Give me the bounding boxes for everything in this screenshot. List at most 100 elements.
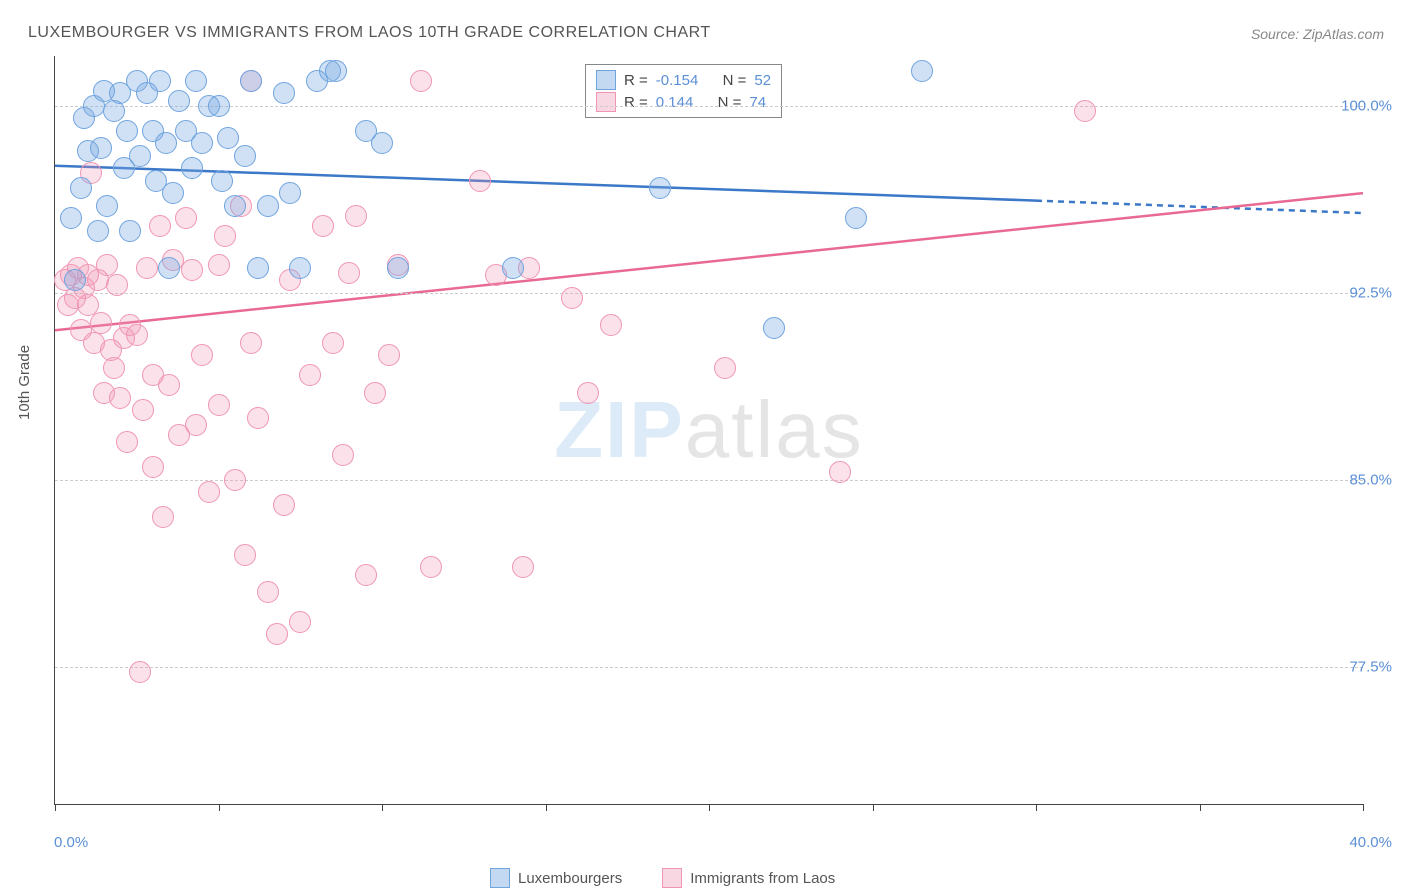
n-label: N = — [723, 72, 747, 89]
y-tick-label: 100.0% — [1341, 97, 1392, 114]
scatter-point-pink — [322, 332, 344, 354]
scatter-point-blue — [224, 195, 246, 217]
scatter-point-blue — [119, 220, 141, 242]
scatter-point-pink — [191, 344, 213, 366]
n-value-pink: 74 — [749, 94, 766, 111]
scatter-point-blue — [90, 137, 112, 159]
scatter-point-blue — [289, 257, 311, 279]
scatter-point-blue — [185, 70, 207, 92]
y-axis-label: 10th Grade — [16, 345, 33, 420]
scatter-point-pink — [109, 387, 131, 409]
scatter-point-blue — [273, 82, 295, 104]
scatter-point-pink — [420, 556, 442, 578]
scatter-point-pink — [214, 225, 236, 247]
r-value-blue: -0.154 — [656, 72, 699, 89]
scatter-point-pink — [103, 357, 125, 379]
scatter-point-blue — [60, 207, 82, 229]
x-min-label: 0.0% — [54, 834, 88, 851]
scatter-point-pink — [469, 170, 491, 192]
scatter-point-pink — [158, 374, 180, 396]
watermark: ZIPatlas — [554, 384, 863, 476]
scatter-point-blue — [168, 90, 190, 112]
scatter-point-pink — [338, 262, 360, 284]
scatter-point-pink — [126, 324, 148, 346]
scatter-point-pink — [332, 444, 354, 466]
scatter-point-pink — [355, 564, 377, 586]
scatter-point-blue — [502, 257, 524, 279]
scatter-point-pink — [208, 254, 230, 276]
r-label: R = — [624, 94, 648, 111]
gridline-h — [55, 667, 1363, 668]
scatter-point-pink — [185, 414, 207, 436]
legend-swatch-laos — [662, 868, 682, 888]
x-tick — [709, 804, 710, 811]
scatter-point-pink — [364, 382, 386, 404]
scatter-point-blue — [155, 132, 177, 154]
scatter-point-pink — [378, 344, 400, 366]
scatter-point-blue — [181, 157, 203, 179]
scatter-point-blue — [325, 60, 347, 82]
scatter-point-pink — [234, 544, 256, 566]
scatter-point-blue — [64, 269, 86, 291]
scatter-point-blue — [162, 182, 184, 204]
scatter-point-pink — [829, 461, 851, 483]
scatter-point-blue — [649, 177, 671, 199]
scatter-point-blue — [247, 257, 269, 279]
scatter-point-pink — [142, 456, 164, 478]
scatter-point-pink — [289, 611, 311, 633]
scatter-point-blue — [129, 145, 151, 167]
scatter-point-pink — [116, 431, 138, 453]
x-tick — [219, 804, 220, 811]
gridline-h — [55, 293, 1363, 294]
correlation-legend: R = -0.154 N = 52 R = 0.144 N = 74 — [585, 64, 782, 118]
scatter-point-blue — [845, 207, 867, 229]
scatter-point-pink — [273, 494, 295, 516]
scatter-point-blue — [87, 220, 109, 242]
y-tick-label: 85.0% — [1349, 471, 1392, 488]
legend-label-lux: Luxembourgers — [518, 870, 622, 887]
scatter-point-pink — [198, 481, 220, 503]
x-tick — [546, 804, 547, 811]
scatter-point-blue — [279, 182, 301, 204]
scatter-point-blue — [211, 170, 233, 192]
gridline-h — [55, 480, 1363, 481]
chart-title: LUXEMBOURGER VS IMMIGRANTS FROM LAOS 10T… — [28, 24, 711, 42]
y-tick-label: 77.5% — [1349, 658, 1392, 675]
series-legend: Luxembourgers Immigrants from Laos — [490, 868, 835, 888]
scatter-point-pink — [410, 70, 432, 92]
scatter-point-blue — [158, 257, 180, 279]
scatter-point-blue — [234, 145, 256, 167]
scatter-point-pink — [600, 314, 622, 336]
scatter-point-blue — [208, 95, 230, 117]
source-attribution: Source: ZipAtlas.com — [1251, 26, 1384, 42]
scatter-point-pink — [714, 357, 736, 379]
scatter-point-blue — [96, 195, 118, 217]
scatter-point-pink — [299, 364, 321, 386]
n-label: N = — [718, 94, 742, 111]
scatter-point-pink — [247, 407, 269, 429]
scatter-point-pink — [136, 257, 158, 279]
trend-lines — [55, 56, 1363, 804]
scatter-point-blue — [371, 132, 393, 154]
scatter-point-blue — [149, 70, 171, 92]
scatter-point-pink — [577, 382, 599, 404]
scatter-point-pink — [1074, 100, 1096, 122]
scatter-point-pink — [266, 623, 288, 645]
legend-swatch-blue — [596, 70, 616, 90]
scatter-point-pink — [240, 332, 262, 354]
x-max-label: 40.0% — [1349, 834, 1392, 851]
scatter-point-blue — [191, 132, 213, 154]
scatter-point-blue — [387, 257, 409, 279]
scatter-point-pink — [132, 399, 154, 421]
scatter-point-pink — [96, 254, 118, 276]
scatter-point-pink — [152, 506, 174, 528]
scatter-point-blue — [217, 127, 239, 149]
scatter-point-pink — [90, 312, 112, 334]
scatter-point-blue — [240, 70, 262, 92]
scatter-point-blue — [116, 120, 138, 142]
x-tick — [382, 804, 383, 811]
scatter-point-blue — [70, 177, 92, 199]
scatter-point-pink — [561, 287, 583, 309]
scatter-point-pink — [181, 259, 203, 281]
scatter-point-pink — [224, 469, 246, 491]
